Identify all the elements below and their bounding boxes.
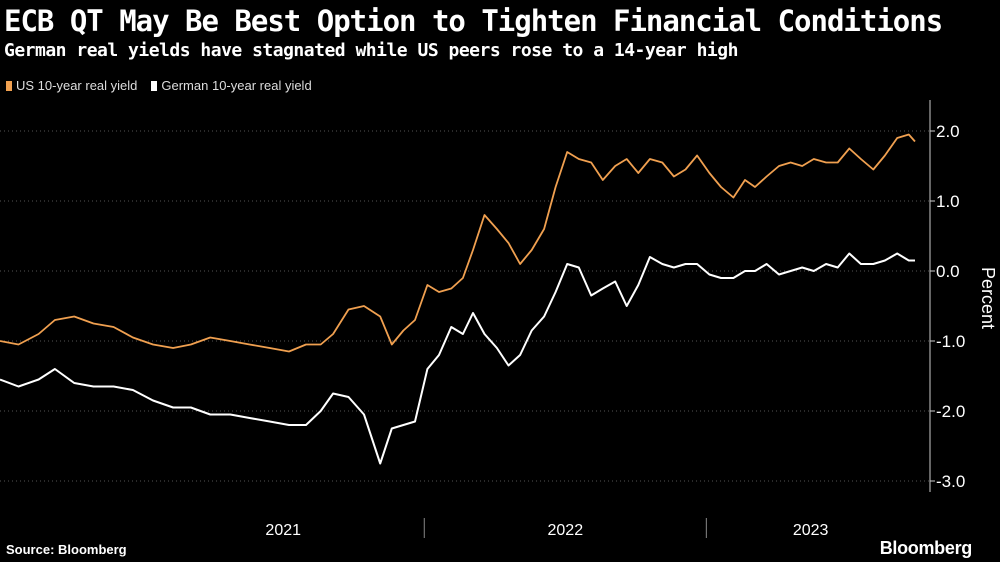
series-line-us bbox=[0, 133, 916, 353]
y-axis-label: Percent bbox=[978, 267, 998, 329]
x-tick-label: 2021 bbox=[265, 522, 301, 539]
legend-swatch-german bbox=[151, 80, 158, 91]
bloomberg-logo: Bloomberg bbox=[879, 538, 973, 558]
series-line-german bbox=[0, 252, 915, 465]
x-tick-label: 2023 bbox=[793, 522, 829, 539]
legend-label-us: US 10-year real yield bbox=[16, 78, 138, 93]
y-tick-label: 1.0 bbox=[936, 192, 960, 211]
axes: -3.0 -2.0 -1.0 0.0 1.0 2.0 2021 2022 2023 bbox=[265, 100, 965, 539]
y-tick-label: -3.0 bbox=[936, 472, 965, 491]
chart-title: ECB QT May Be Best Option to Tighten Fin… bbox=[4, 4, 943, 38]
legend-label-german: German 10-year real yield bbox=[161, 78, 312, 93]
y-tick-label: 0.0 bbox=[936, 262, 960, 281]
y-tick-label: -1.0 bbox=[936, 332, 965, 351]
y-tick-label: -2.0 bbox=[936, 402, 965, 421]
source-note: Source: Bloomberg bbox=[6, 542, 127, 557]
legend: US 10-year real yield German 10-year rea… bbox=[6, 78, 312, 93]
legend-item-us: US 10-year real yield bbox=[6, 78, 137, 93]
series-lines bbox=[0, 133, 916, 465]
gridlines bbox=[0, 130, 930, 482]
y-tick-label: 2.0 bbox=[936, 122, 960, 141]
legend-swatch-us bbox=[6, 80, 12, 91]
x-tick-label: 2022 bbox=[548, 522, 584, 539]
chart-subtitle: German real yields have stagnated while … bbox=[4, 40, 738, 61]
legend-item-german: German 10-year real yield bbox=[151, 78, 312, 93]
